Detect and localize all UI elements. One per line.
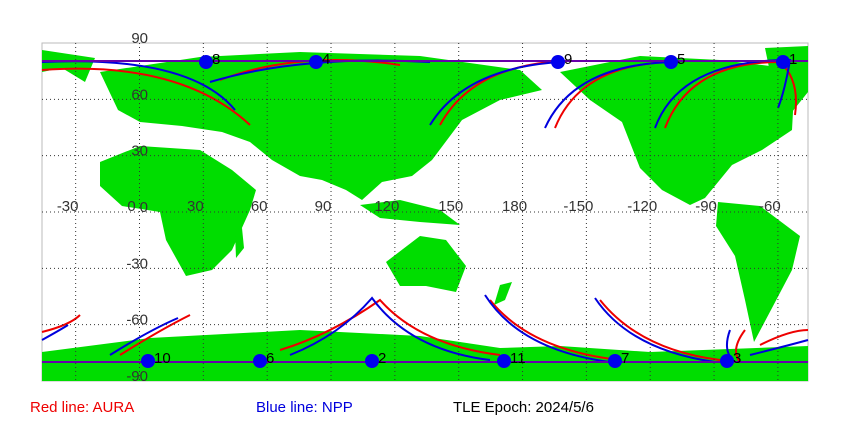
point-label: 11 bbox=[510, 350, 526, 367]
lon-label: -150 bbox=[563, 198, 593, 215]
lon-label: -30 bbox=[57, 198, 79, 215]
satellite-point bbox=[720, 354, 734, 368]
lon-label: 0 bbox=[127, 198, 135, 215]
lat-label: 90 bbox=[131, 30, 148, 47]
satellite-point bbox=[253, 354, 267, 368]
epoch: TLE Epoch: 2024/5/6 bbox=[453, 399, 594, 416]
lat-label: 60 bbox=[131, 86, 148, 103]
point-label: 10 bbox=[154, 350, 171, 367]
satellite-point bbox=[141, 354, 155, 368]
land bbox=[42, 46, 808, 381]
satellite-point bbox=[776, 55, 790, 69]
lon-label: -60 bbox=[759, 198, 781, 215]
point-label: 6 bbox=[266, 350, 274, 367]
lon-label: -90 bbox=[695, 198, 717, 215]
lon-label: -120 bbox=[627, 198, 657, 215]
legend-blue: Blue line: NPP bbox=[256, 399, 353, 416]
lon-label: 90 bbox=[315, 198, 332, 215]
orbits bbox=[41, 58, 809, 363]
lat-label: 0 bbox=[140, 199, 148, 216]
lat-label: -90 bbox=[126, 368, 148, 385]
satellite-points: 8 4 9 5 1 10 6 2 11 7 3 bbox=[141, 51, 797, 368]
point-label: 4 bbox=[322, 51, 330, 68]
satellite-point bbox=[199, 55, 213, 69]
lon-label: 180 bbox=[502, 198, 527, 215]
lon-label: 150 bbox=[438, 198, 463, 215]
satellite-point bbox=[365, 354, 379, 368]
point-label: 9 bbox=[564, 51, 572, 68]
point-label: 5 bbox=[677, 51, 685, 68]
legend-red: Red line: AURA bbox=[30, 399, 134, 416]
lat-label: -60 bbox=[126, 312, 148, 329]
satellite-point bbox=[497, 354, 511, 368]
point-label: 2 bbox=[378, 350, 386, 367]
point-label: 7 bbox=[621, 350, 629, 367]
point-label: 8 bbox=[212, 51, 220, 68]
lon-label: 60 bbox=[251, 198, 268, 215]
point-label: 1 bbox=[789, 51, 797, 68]
satellite-point bbox=[608, 354, 622, 368]
lon-label: 30 bbox=[187, 198, 204, 215]
satellite-point bbox=[551, 55, 565, 69]
satellite-point bbox=[309, 55, 323, 69]
lat-label: -30 bbox=[126, 255, 148, 272]
point-label: 3 bbox=[733, 350, 741, 367]
lon-label: 120 bbox=[374, 198, 399, 215]
satellite-point bbox=[664, 55, 678, 69]
